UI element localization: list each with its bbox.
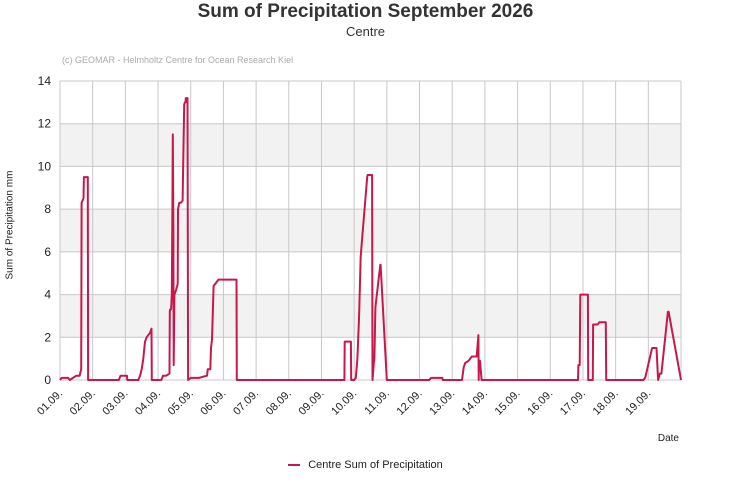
y-tick-label: 6 — [44, 245, 51, 259]
x-tick-label: 10.09. — [329, 388, 359, 418]
series-line — [59, 97, 682, 381]
y-tick-label: 4 — [44, 288, 51, 302]
x-tick-label: 12.09. — [395, 388, 425, 418]
grid-band — [60, 123, 681, 167]
x-tick-label: 17.09. — [558, 388, 588, 418]
x-tick-label: 11.09. — [362, 388, 392, 418]
x-tick-label: 14.09. — [460, 388, 490, 418]
grid-band — [60, 294, 681, 338]
legend-swatch — [288, 464, 301, 466]
x-tick-label: 06.09. — [198, 388, 228, 418]
y-tick-label: 0 — [44, 373, 51, 387]
x-tick-label: 16.09. — [525, 388, 555, 418]
x-tick-label: 09.09. — [296, 388, 326, 418]
legend-label: Centre Sum of Precipitation — [308, 459, 443, 471]
x-tick-label: 04.09. — [133, 388, 163, 418]
chart-subtitle: Centre — [345, 24, 386, 39]
y-tick-label: 14 — [38, 74, 52, 88]
x-tick-label: 02.09. — [68, 388, 98, 418]
x-tick-label: 18.09. — [591, 388, 621, 418]
x-tick-label: 08.09. — [264, 388, 294, 418]
y-tick-label: 10 — [38, 159, 52, 173]
x-tick-label: 13.09. — [427, 388, 457, 418]
y-tick-label: 12 — [38, 117, 52, 131]
y-tick-label: 8 — [44, 202, 51, 216]
x-tick-label: 05.09. — [166, 388, 196, 418]
y-tick-label: 2 — [44, 330, 51, 344]
x-axis-label: Date — [657, 433, 679, 444]
chart-title: Sum of Precipitation September 2026 — [197, 1, 534, 22]
x-tick-label: 19.09. — [623, 388, 653, 418]
grid-band — [60, 209, 681, 252]
x-tick-label: 15.09. — [493, 388, 523, 418]
x-tick-label: 07.09. — [231, 388, 261, 418]
x-tick-label: 01.09. — [35, 388, 65, 418]
x-tick-label: 03.09. — [100, 388, 130, 418]
chart-credit: (c) GEOMAR - Helmholtz Centre for Ocean … — [62, 55, 294, 65]
legend[interactable]: Centre Sum of Precipitation — [0, 459, 731, 471]
